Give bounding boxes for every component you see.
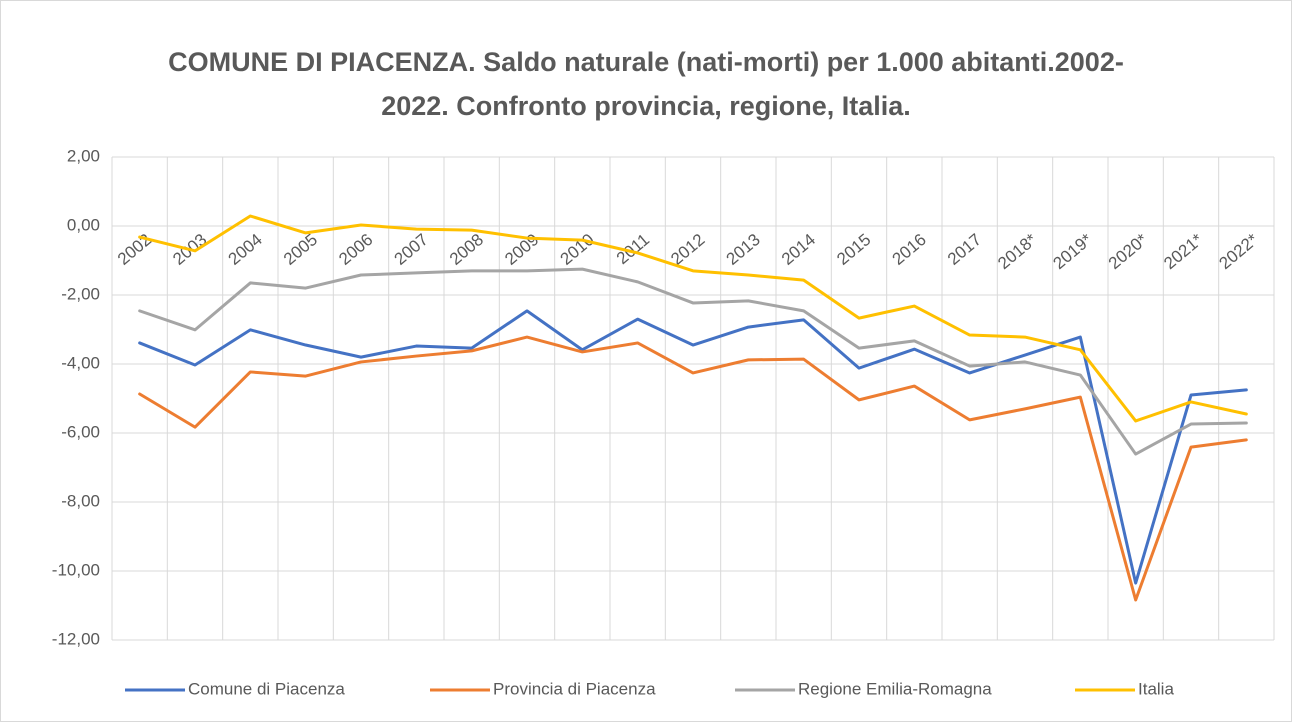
chart-title: COMUNE DI PIACENZA. Saldo naturale (nati… [168,47,1124,121]
legend-label: Regione Emilia-Romagna [798,679,992,698]
series-line [138,267,1248,456]
legend-label: Italia [1138,679,1174,698]
y-tick-label: -4,00 [61,353,100,372]
series-line [138,214,1248,423]
series-line [138,335,1248,602]
y-tick-label: -6,00 [61,422,100,441]
y-tick-label: 2,00 [67,146,100,165]
series-line [138,309,1248,585]
y-tick-label: -12,00 [52,629,100,648]
y-tick-label: 0,00 [67,215,100,234]
legend-label: Comune di Piacenza [188,679,345,698]
y-tick-label: -10,00 [52,560,100,579]
y-tick-label: -2,00 [61,284,100,303]
legend-label: Provincia di Piacenza [493,679,656,698]
y-tick-label: -8,00 [61,491,100,510]
